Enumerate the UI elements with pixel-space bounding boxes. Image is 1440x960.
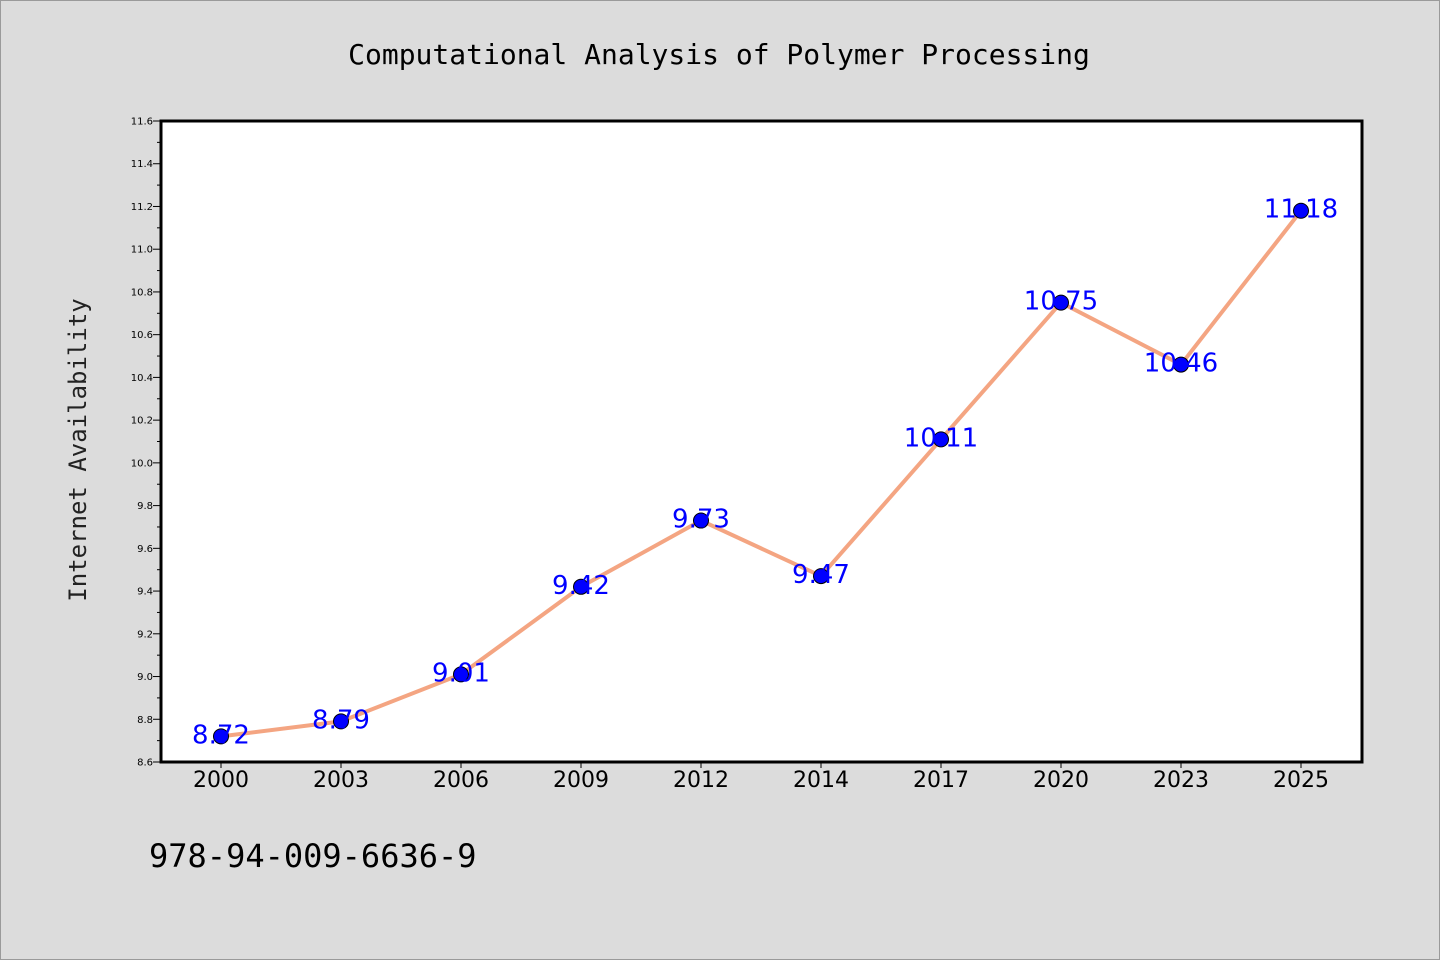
y-tick-label: 10.2 <box>131 416 153 427</box>
data-label: 8.72 <box>192 720 250 750</box>
y-axis-ticks: 8.6 8.8 9.0 9.2 9.4 9.6 9.8 10.0 10.2 10.4 10.6 10.… <box>131 117 161 769</box>
data-point-marker <box>453 666 469 683</box>
data-label: 10.46 <box>1144 349 1218 379</box>
data-point-marker <box>1293 202 1309 219</box>
data-labels: 8.72 8.79 9.01 9.42 9.73 9.47 10.11 10.75 10.46 1… <box>192 195 1338 751</box>
y-tick-label: 11.0 <box>131 245 153 256</box>
data-label: 8.79 <box>312 705 370 735</box>
y-axis-label: Internet Availability <box>64 298 92 601</box>
data-label: 9.47 <box>792 560 850 590</box>
data-point-marker <box>333 713 349 730</box>
y-tick-label: 8.8 <box>137 715 153 726</box>
x-tick-label: 2012 <box>673 768 729 793</box>
x-tick-label: 2025 <box>1273 768 1329 793</box>
data-label: 10.75 <box>1024 287 1098 317</box>
y-tick-label: 10.4 <box>131 373 153 384</box>
footer-id-text: 978-94-009-6636-9 <box>149 837 477 875</box>
data-point-marker <box>1173 356 1189 373</box>
series-layer <box>213 202 1309 745</box>
data-label: 9.42 <box>552 571 610 601</box>
y-tick-label: 10.0 <box>131 458 153 469</box>
y-tick-label: 8.6 <box>137 758 153 769</box>
x-tick-label: 2023 <box>1153 768 1209 793</box>
data-point-marker <box>693 512 709 529</box>
data-point-marker <box>573 578 589 595</box>
y-tick-label: 9.8 <box>137 501 153 512</box>
data-point-marker <box>213 728 229 745</box>
y-tick-label: 11.6 <box>131 117 153 128</box>
y-tick-label: 9.6 <box>137 544 153 555</box>
data-point-marker <box>1053 294 1069 311</box>
data-label: 9.73 <box>672 505 730 535</box>
y-tick-label: 11.4 <box>131 159 153 170</box>
data-label: 9.01 <box>432 658 490 688</box>
x-tick-label: 2003 <box>313 768 369 793</box>
x-tick-label: 2000 <box>193 768 249 793</box>
y-tick-label: 11.2 <box>131 202 153 213</box>
x-tick-label: 2017 <box>913 768 969 793</box>
y-tick-label: 10.6 <box>131 330 153 341</box>
x-tick-label: 2014 <box>793 768 849 793</box>
data-label: 10.11 <box>904 423 978 453</box>
data-point-marker <box>933 431 949 448</box>
y-tick-label: 9.4 <box>137 587 153 598</box>
y-tick-label: 9.2 <box>137 629 153 640</box>
y-tick-label: 9.0 <box>137 672 153 683</box>
data-label: 11.18 <box>1264 195 1338 225</box>
x-tick-label: 2006 <box>433 768 489 793</box>
x-tick-label: 2009 <box>553 768 609 793</box>
series-line <box>219 208 1303 739</box>
plot-area <box>159 119 1364 764</box>
data-point-marker <box>813 568 829 585</box>
chart-title: Computational Analysis of Polymer Proces… <box>348 38 1090 71</box>
y-tick-label: 10.8 <box>131 287 153 298</box>
x-axis-ticks: 2000 2003 2006 2009 2012 2014 2017 2020 2023 2025 <box>193 762 1329 793</box>
x-tick-label: 2020 <box>1033 768 1089 793</box>
